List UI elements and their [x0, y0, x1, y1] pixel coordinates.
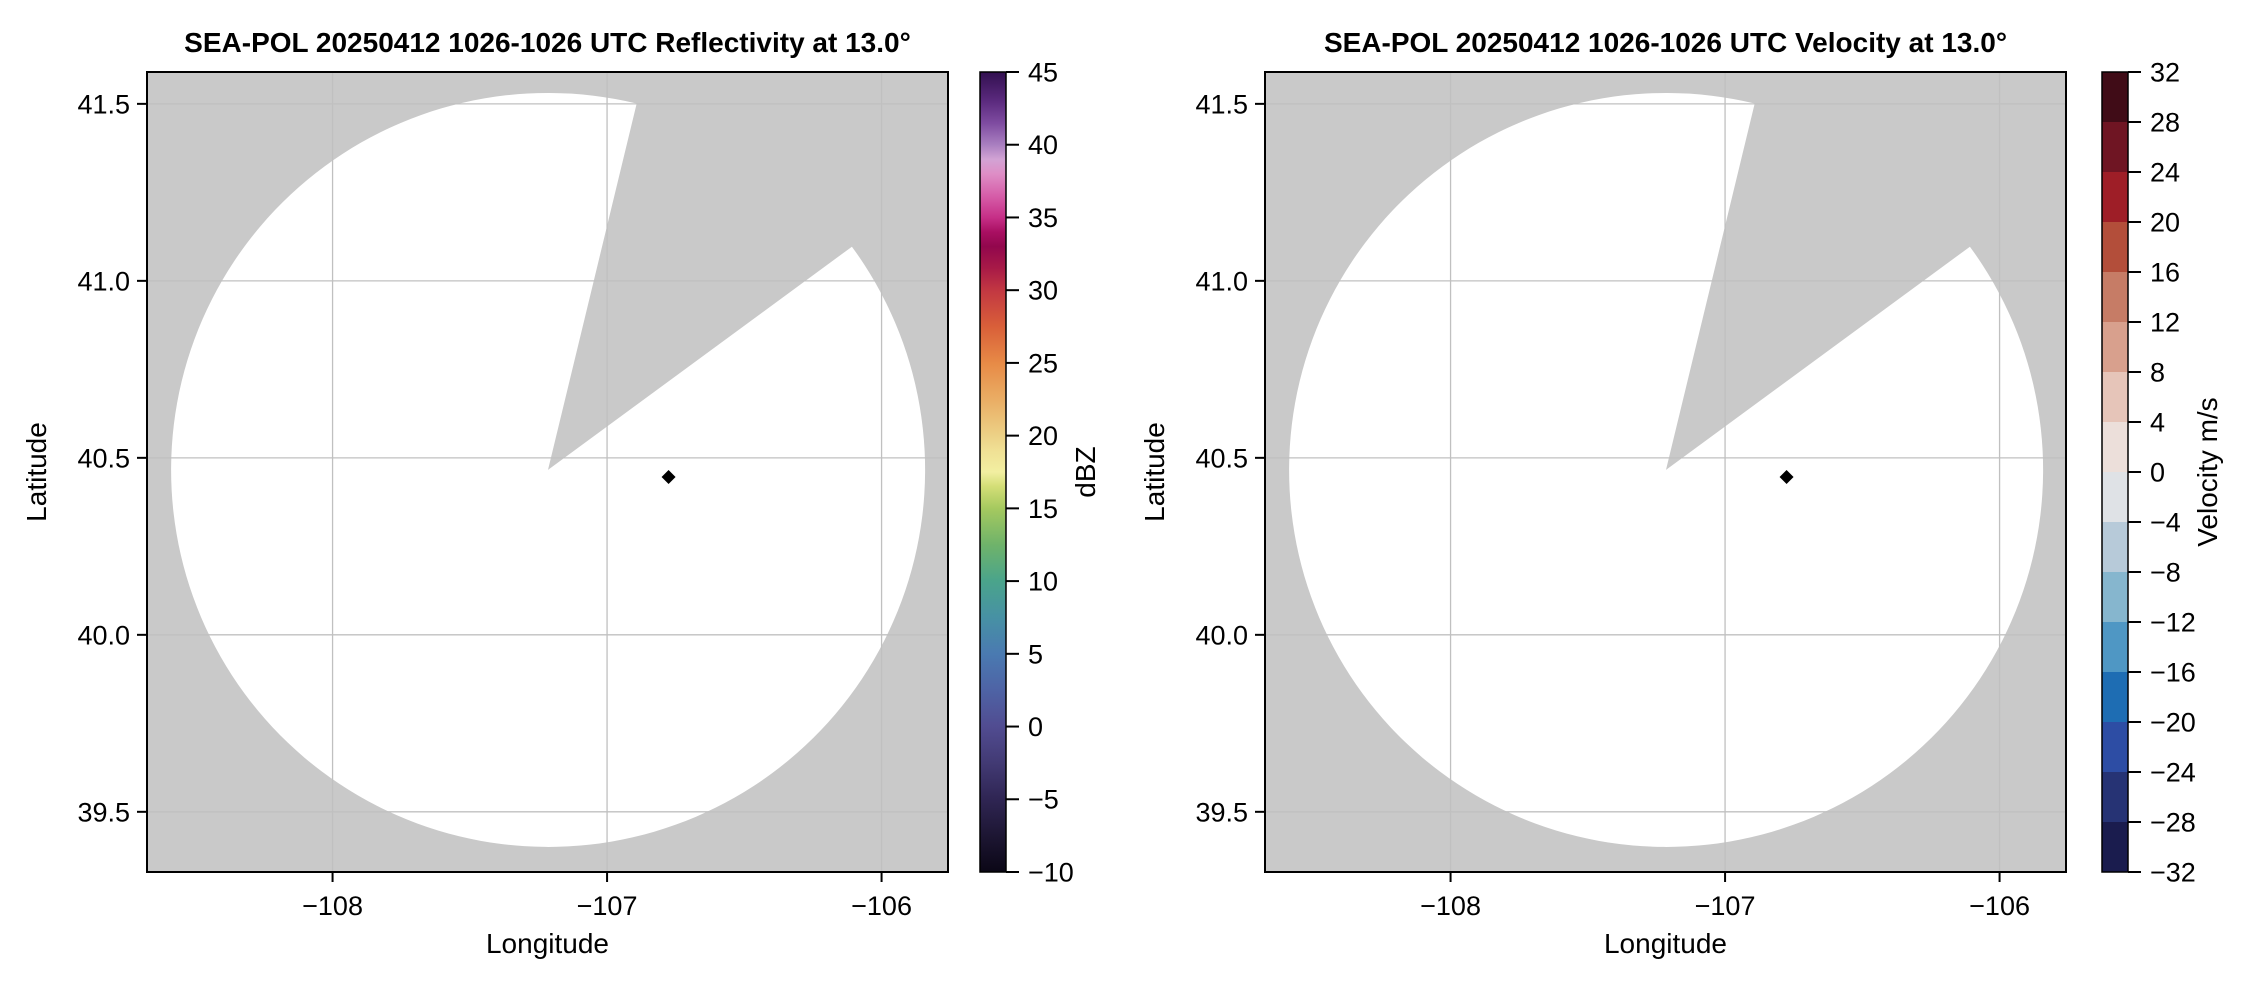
y-tick-label: 40.0: [1195, 620, 1248, 650]
colorbar-tick-label: −16: [2150, 657, 2196, 687]
y-tick-label: 41.0: [1195, 266, 1248, 296]
colorbar-tick-label: 5: [1028, 639, 1043, 669]
colorbar-tick-label: 35: [1028, 203, 1058, 233]
x-tick-label: −107: [1695, 891, 1756, 921]
y-tick-label: 39.5: [77, 797, 130, 827]
colorbar-tick-label: −4: [2150, 507, 2181, 537]
y-tick-label: 41.5: [77, 89, 130, 119]
colorbar-tick-label: 24: [2150, 157, 2180, 187]
colorbar-axis-label: Velocity m/s: [2192, 397, 2223, 546]
colorbar-segment: [2102, 522, 2128, 572]
y-tick-label: 40.5: [77, 443, 130, 473]
colorbar-segment: [2102, 72, 2128, 122]
colorbar-tick-label: 16: [2150, 257, 2180, 287]
colorbar-tick-label: 4: [2150, 407, 2165, 437]
colorbar-segment: [2102, 122, 2128, 172]
colorbar-tick-label: 25: [1028, 348, 1058, 378]
colorbar-segment: [2102, 722, 2128, 772]
colorbar-segment: [2102, 272, 2128, 322]
colorbar-tick-label: −12: [2150, 607, 2196, 637]
y-tick-label: 40.5: [1195, 443, 1248, 473]
colorbar-tick-label: 0: [2150, 457, 2165, 487]
colorbar-segment: [2102, 772, 2128, 822]
colorbar-gradient: [980, 72, 1006, 872]
colorbar-tick-label: 28: [2150, 107, 2180, 137]
y-tick-label: 39.5: [1195, 797, 1248, 827]
colorbar-tick-label: 32: [2150, 57, 2180, 87]
plot-border: [1264, 71, 2067, 873]
colorbar-segment: [2102, 472, 2128, 522]
colorbar-segment: [2102, 822, 2128, 872]
reflectivity-panel: −108 −107 −106 41.5 41.0 40.5 40.0 39.5 SEA-POL …: [21, 27, 1101, 959]
x-tick-label: −107: [577, 891, 638, 921]
x-tick-label: −106: [1969, 891, 2030, 921]
y-tick-label: 40.0: [77, 620, 130, 650]
colorbar-segment: [2102, 372, 2128, 422]
colorbar-tick-label: −20: [2150, 707, 2196, 737]
colorbar-segment: [2102, 222, 2128, 272]
colorbar-tick-label: 0: [1028, 712, 1043, 742]
colorbar-tick-label: 40: [1028, 130, 1058, 160]
y-axis-label: Latitude: [21, 422, 52, 522]
colorbar-axis-label: dBZ: [1070, 446, 1101, 497]
colorbar-tick-label: 15: [1028, 494, 1058, 524]
colorbar-tick-label: −28: [2150, 807, 2196, 837]
colorbar-tick-label: 30: [1028, 276, 1058, 306]
colorbar-segment: [2102, 622, 2128, 672]
panel-title: SEA-POL 20250412 1026-1026 UTC Velocity …: [1324, 27, 2007, 58]
velocity-panel: −108 −107 −106 41.5 41.0 40.5 40.0 39.5 SEA-POL …: [1139, 27, 2223, 959]
x-tick-label: −108: [302, 891, 363, 921]
y-tick-label: 41.5: [1195, 89, 1248, 119]
colorbar-segment: [2102, 572, 2128, 622]
colorbar-border: [979, 71, 1007, 873]
colorbar-segment: [2102, 322, 2128, 372]
colorbar-tick-label: −24: [2150, 757, 2196, 787]
colorbar-tick-label: 45: [1028, 57, 1058, 87]
colorbar-tick-label: −32: [2150, 857, 2196, 887]
x-axis-label: Longitude: [1604, 928, 1727, 959]
plot-border: [146, 71, 949, 873]
panel-title: SEA-POL 20250412 1026-1026 UTC Reflectiv…: [184, 27, 911, 58]
colorbar-tick-label: 12: [2150, 307, 2180, 337]
colorbar-tick-label: −5: [1028, 785, 1059, 815]
colorbar-segment: [2102, 672, 2128, 722]
colorbar-tick-label: 20: [2150, 207, 2180, 237]
y-tick-label: 41.0: [77, 266, 130, 296]
colorbar-tick-label: 10: [1028, 567, 1058, 597]
colorbar-tick-label: 8: [2150, 357, 2165, 387]
colorbar-tick-label: −10: [1028, 857, 1074, 887]
point-marker: [1779, 469, 1794, 484]
x-axis-label: Longitude: [486, 928, 609, 959]
colorbar-segment: [2102, 172, 2128, 222]
x-tick-label: −106: [851, 891, 912, 921]
colorbar-tick-label: −8: [2150, 557, 2181, 587]
point-marker: [661, 469, 676, 484]
colorbar-tick-label: 20: [1028, 421, 1058, 451]
y-axis-label: Latitude: [1139, 422, 1170, 522]
x-tick-label: −108: [1420, 891, 1481, 921]
colorbar-segment: [2102, 422, 2128, 472]
